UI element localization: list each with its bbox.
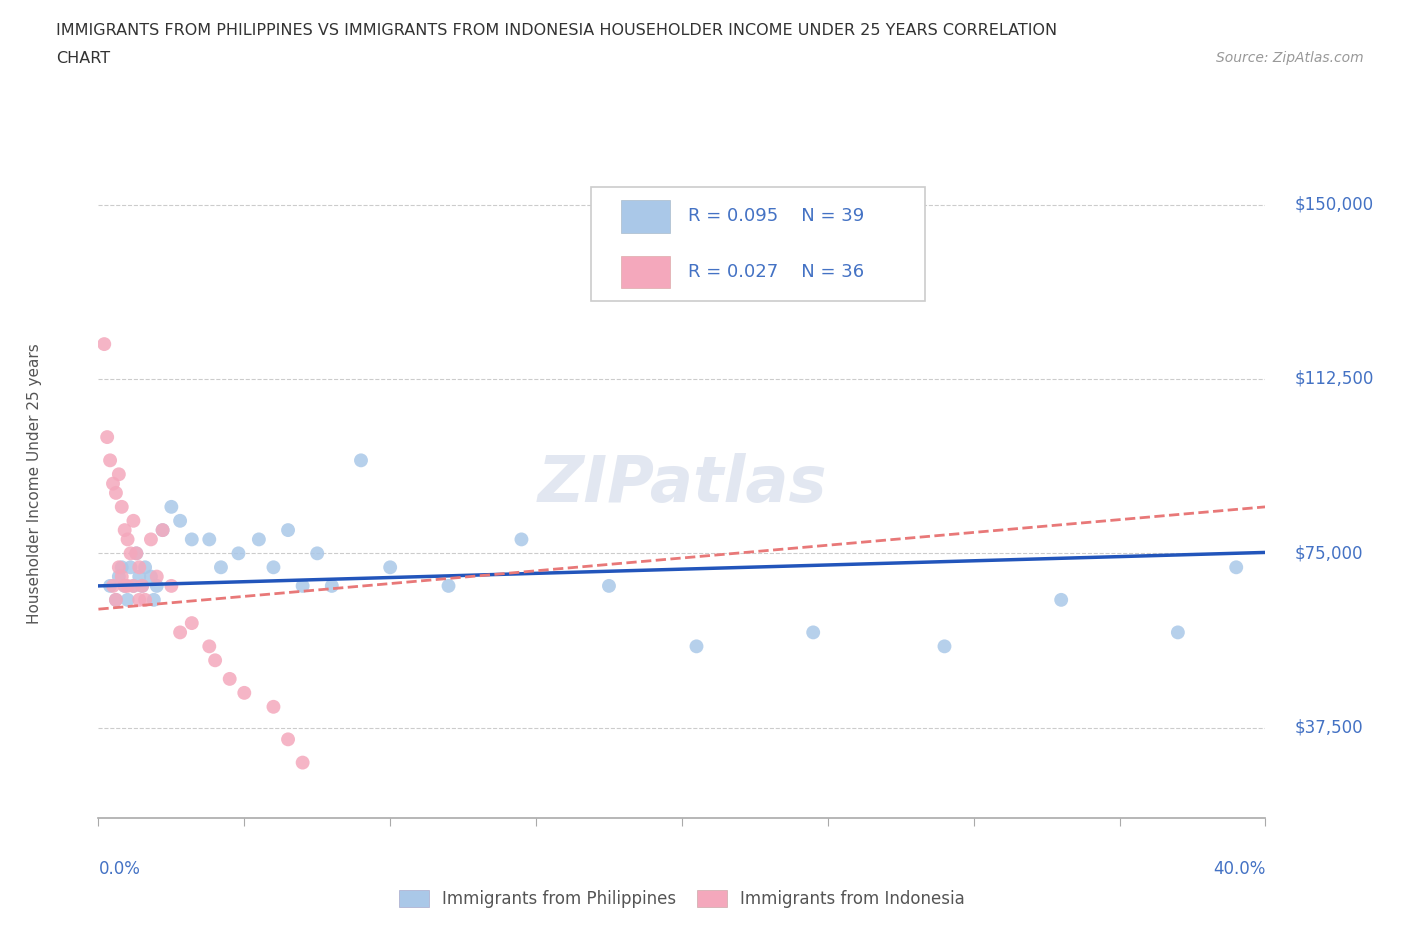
Point (122, 513, 145, 528)
Text: Householder Income Under 25 years: Householder Income Under 25 years (27, 343, 42, 624)
Point (169, 625, 191, 640)
Point (204, 653, 226, 668)
Point (104, 592, 127, 607)
Point (262, 699, 284, 714)
Point (117, 578, 139, 593)
Point (120, 546, 142, 561)
Point (111, 569, 134, 584)
Point (180, 532, 202, 547)
Point (228, 546, 250, 561)
Point (122, 578, 145, 593)
Point (321, 578, 343, 593)
Point (209, 560, 232, 575)
Text: Source: ZipAtlas.com: Source: ZipAtlas.com (1216, 51, 1364, 65)
Point (1225, 560, 1247, 575)
Point (131, 578, 153, 593)
Point (98, 578, 121, 593)
Legend: Immigrants from Philippines, Immigrants from Indonesia: Immigrants from Philippines, Immigrants … (392, 884, 972, 915)
Point (128, 560, 150, 575)
Point (108, 560, 131, 575)
Point (262, 560, 284, 575)
Text: IMMIGRANTS FROM PHILIPPINES VS IMMIGRANTS FROM INDONESIA HOUSEHOLDER INCOME UNDE: IMMIGRANTS FROM PHILIPPINES VS IMMIGRANT… (56, 23, 1057, 38)
Text: $150,000: $150,000 (1295, 195, 1374, 214)
Point (142, 592, 165, 607)
FancyBboxPatch shape (591, 187, 925, 301)
Text: $75,000: $75,000 (1295, 544, 1362, 563)
Point (104, 592, 127, 607)
Point (128, 592, 150, 607)
Point (111, 560, 134, 575)
Point (120, 560, 142, 575)
Text: $112,500: $112,500 (1295, 370, 1374, 388)
Point (180, 616, 202, 631)
Point (101, 476, 124, 491)
Point (111, 499, 134, 514)
Point (218, 671, 240, 686)
Bar (621, 256, 671, 288)
Text: $37,500: $37,500 (1295, 719, 1364, 737)
Point (125, 546, 148, 561)
Point (114, 578, 136, 593)
Point (934, 639, 956, 654)
Point (108, 569, 131, 584)
Text: CHART: CHART (56, 51, 110, 66)
Point (146, 569, 169, 584)
Text: R = 0.095    N = 39: R = 0.095 N = 39 (688, 207, 865, 225)
Point (291, 578, 314, 593)
Point (160, 499, 183, 514)
Point (146, 578, 169, 593)
Point (131, 578, 153, 593)
Point (98, 453, 121, 468)
Text: 0.0%: 0.0% (98, 860, 141, 878)
Point (93, 337, 115, 352)
Point (139, 569, 162, 584)
Point (198, 532, 221, 547)
Point (160, 578, 183, 593)
Point (134, 560, 156, 575)
Point (1050, 592, 1073, 607)
Point (117, 592, 139, 607)
Text: R = 0.027    N = 36: R = 0.027 N = 36 (688, 263, 863, 281)
Point (510, 532, 533, 547)
Point (139, 532, 162, 547)
Point (685, 639, 707, 654)
Point (101, 578, 124, 593)
Bar (621, 200, 671, 232)
Point (378, 560, 402, 575)
Point (122, 578, 145, 593)
Point (277, 732, 299, 747)
Point (169, 513, 191, 528)
Point (134, 592, 156, 607)
Point (125, 546, 148, 561)
Point (108, 467, 131, 482)
Point (198, 639, 221, 654)
Text: 40.0%: 40.0% (1213, 860, 1265, 878)
Point (104, 485, 127, 500)
Point (437, 578, 460, 593)
Text: ZIPatlas: ZIPatlas (537, 453, 827, 514)
Point (307, 546, 329, 561)
Point (152, 523, 174, 538)
Point (1167, 625, 1189, 640)
Point (114, 578, 136, 593)
Point (152, 523, 174, 538)
Point (117, 532, 139, 547)
Point (598, 578, 620, 593)
Point (233, 685, 256, 700)
Point (96, 430, 118, 445)
Point (277, 523, 299, 538)
Point (247, 532, 270, 547)
Point (350, 453, 373, 468)
Point (801, 625, 824, 640)
Point (114, 523, 136, 538)
Point (128, 569, 150, 584)
Point (291, 755, 314, 770)
